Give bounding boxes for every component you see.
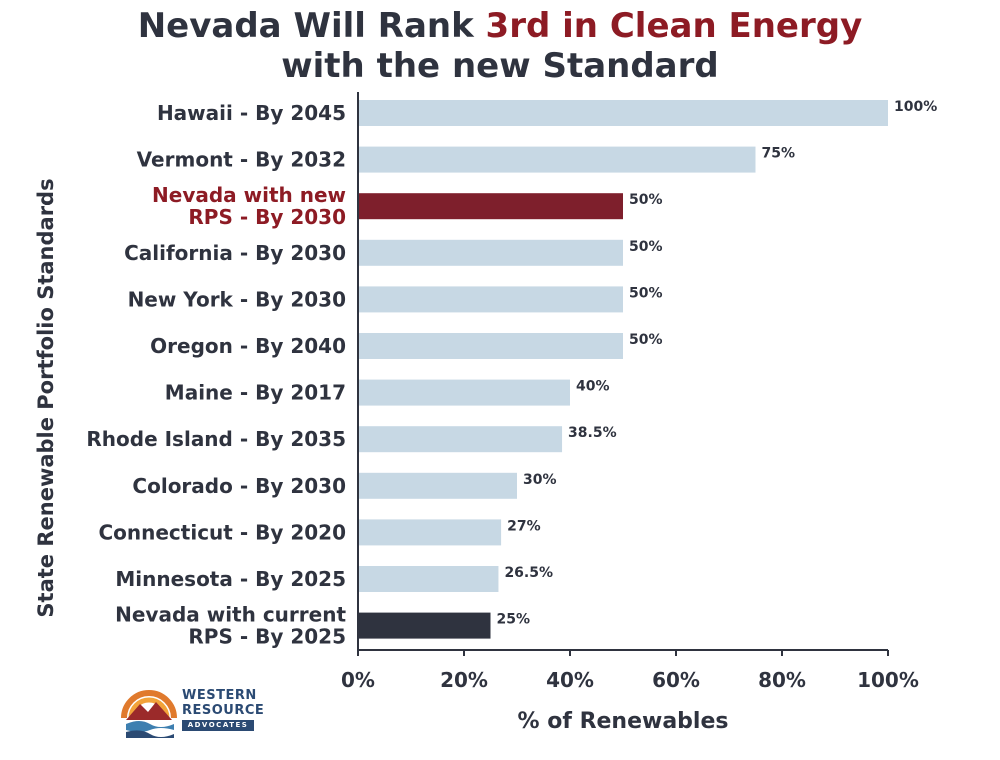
category-label: Minnesota - By 2025 (115, 567, 346, 591)
bar (358, 239, 623, 266)
title-line-1: Nevada Will Rank 3rd in Clean Energy (0, 6, 1000, 46)
x-tick-label: 80% (758, 668, 806, 692)
category-label: Vermont - By 2032 (137, 148, 346, 172)
bar-value-label: 26.5% (504, 565, 553, 581)
logo-line-2: RESOURCE (182, 703, 265, 718)
category-label: California - By 2030 (124, 241, 346, 265)
bar (358, 100, 888, 126)
category-label: Hawaii - By 2045 (157, 101, 346, 125)
bar-value-label: 50% (629, 285, 663, 301)
bar (358, 566, 499, 592)
bar-value-label: 100% (894, 99, 937, 115)
bar-value-label: 30% (523, 472, 557, 488)
category-label: New York - By 2030 (128, 287, 346, 311)
bar-value-label: 38.5% (568, 425, 617, 441)
category-label: RPS - By 2030 (188, 205, 346, 229)
x-tick-label: 20% (440, 668, 488, 692)
y-axis-label: State Renewable Portfolio Standards (34, 178, 58, 617)
bar (358, 519, 502, 546)
bar (358, 146, 756, 173)
bar-value-label: 75% (762, 146, 796, 162)
category-label: Rhode Island - By 2035 (86, 427, 346, 451)
bar-value-label: 40% (576, 379, 610, 395)
category-label: Colorado - By 2030 (132, 474, 346, 498)
category-label: RPS - By 2025 (188, 625, 346, 649)
bar-value-label: 27% (507, 518, 541, 534)
logo-line-3: ADVOCATES (182, 720, 254, 731)
category-label: Connecticut - By 2020 (98, 520, 346, 544)
x-tick-label: 40% (546, 668, 594, 692)
bar (358, 333, 623, 359)
bar-value-label: 25% (497, 612, 531, 628)
x-tick-label: 60% (652, 668, 700, 692)
bar (358, 426, 563, 453)
mountain-logo-icon (121, 690, 177, 738)
title-prefix: Nevada Will Rank (137, 6, 486, 46)
logo-line-1: WESTERN (182, 688, 257, 703)
chart-title: Nevada Will Rank 3rd in Clean Energy wit… (0, 6, 1000, 86)
bar (358, 379, 570, 406)
bar (358, 193, 623, 220)
bar-value-label: 50% (629, 332, 663, 348)
x-tick-label: 100% (857, 668, 919, 692)
category-label: Maine - By 2017 (165, 381, 346, 405)
x-tick-label: 0% (341, 668, 375, 692)
title-line-2: with the new Standard (281, 46, 719, 86)
bar (358, 472, 517, 499)
bar-value-label: 50% (629, 192, 663, 208)
category-label: Nevada with current (115, 603, 346, 627)
category-label: Nevada with new (152, 183, 346, 207)
western-resource-advocates-logo: WESTERN RESOURCE ADVOCATES (120, 682, 270, 742)
bar-value-label: 50% (629, 239, 663, 255)
x-axis-label: % of Renewables (518, 709, 729, 734)
bar (358, 286, 623, 313)
title-accent: 3rd in Clean Energy (485, 6, 863, 46)
logo-wordmark: WESTERN RESOURCE (182, 688, 264, 718)
category-label: Oregon - By 2040 (150, 334, 346, 358)
bar (358, 612, 491, 639)
